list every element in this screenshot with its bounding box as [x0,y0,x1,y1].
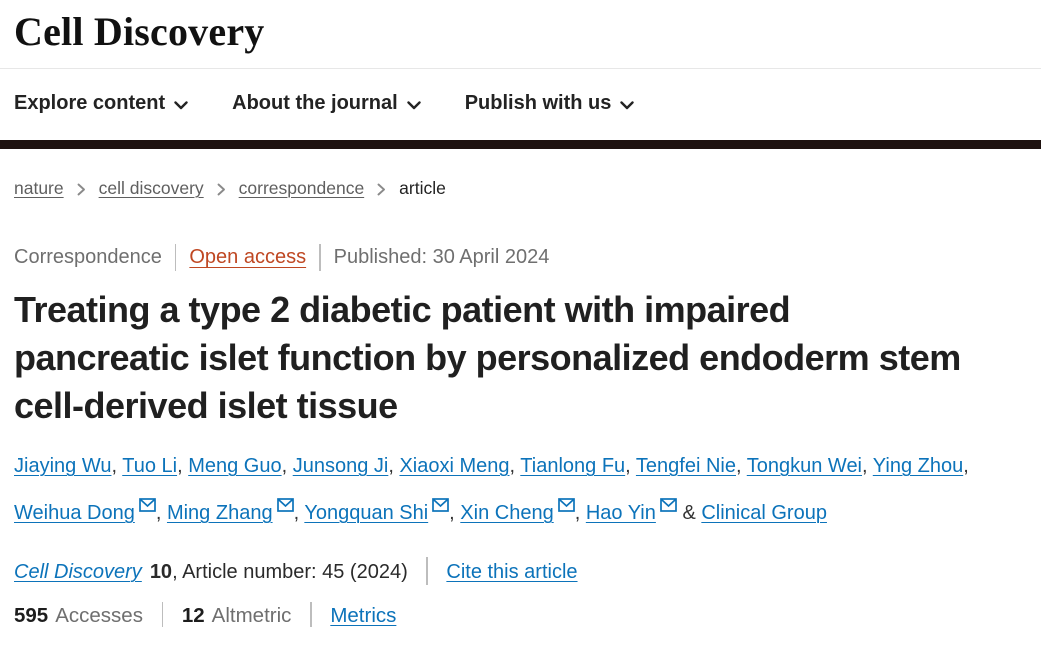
meta-divider [174,244,177,271]
author-separator: , [735,455,747,477]
author-ampersand: & [676,502,702,524]
author-link[interactable]: Xin Cheng [460,502,554,524]
nav-item-explore-content[interactable]: Explore content [14,92,188,115]
altmetric-count: 12 [181,604,205,627]
article-title: Treating a type 2 diabetic patient with … [14,289,961,426]
chevron-right-icon [377,183,386,195]
breadcrumb-current: article [399,178,446,198]
breadcrumb: nature cell discovery correspondence articl… [14,178,1027,199]
author-separator: , [963,455,969,477]
author-link[interactable]: Junsong Ji [292,455,389,477]
journal-color-bar [0,140,1041,149]
author-separator: , [111,455,123,477]
author-email-icon[interactable] [276,498,294,512]
breadcrumb-separator [377,183,386,196]
metrics-row: 595 Accesses 12 Altmetric Metrics [14,602,1027,628]
breadcrumb-separator [217,183,226,196]
author-email-icon[interactable] [660,498,677,512]
altmetric-label: Altmetric [211,604,292,627]
chevron-down-icon [620,100,635,109]
author-link[interactable]: Tengfei Nie [635,455,736,477]
author-separator: , [625,455,636,477]
author-separator: , [574,502,586,524]
envelope-icon [660,498,677,512]
metrics-divider [310,602,312,627]
author-separator: , [177,455,189,477]
journal-logo[interactable]: Cell Discovery [14,9,265,54]
nav-item-label: About the journal [232,92,398,114]
author-separator: , [449,502,461,524]
author-link[interactable]: Clinical Group [701,502,827,524]
open-access-link[interactable]: Open access [189,246,307,268]
author-link[interactable]: Xiaoxi Meng [399,455,510,477]
cite-this-article-link[interactable]: Cite this article [446,561,578,583]
meta-divider [319,244,321,271]
envelope-icon [557,498,575,512]
chevron-right-icon [217,183,225,195]
author-separator: , [388,455,400,477]
envelope-icon [138,498,156,512]
nav-item-publish-with-us[interactable]: Publish with us [465,92,635,115]
authors-list: Jiaying Wu, Tuo Li, Meng Guo, Junsong Ji… [14,443,1027,537]
chevron-down-icon [174,100,188,109]
article-meta-row: Correspondence Open access Published: 30… [14,244,1027,271]
accesses-count: 595 [14,604,49,627]
accesses-label: Accesses [55,604,143,627]
breadcrumb-separator [77,183,86,196]
author-link[interactable]: Tongkun Wei [746,455,863,477]
volume-number: 10 [149,561,173,583]
author-link[interactable]: Ming Zhang [166,502,273,524]
envelope-icon [432,498,450,512]
author-email-icon[interactable] [432,498,450,512]
nav-item-label: Publish with us [464,92,612,114]
author-link[interactable]: Ying Zhou [872,455,964,477]
author-separator: , [281,455,293,477]
chevron-right-icon [77,183,85,195]
journal-link[interactable]: Cell Discovery [14,561,142,583]
author-email-icon[interactable] [138,498,156,512]
breadcrumb-link-cell-discovery[interactable]: cell discovery [98,178,204,198]
author-link[interactable]: Yongquan Shi [304,502,429,524]
citation-row: Cell Discovery 10, Article number: 45 (20… [14,557,1027,585]
citation-divider [426,557,428,585]
envelope-icon [276,498,294,512]
site-header: Cell Discovery [0,0,1041,68]
author-separator: , [862,455,873,477]
metrics-divider [161,602,164,627]
main-nav: Explore content About the journal Publish … [0,69,1041,140]
author-separator: , [293,502,305,524]
breadcrumb-link-correspondence[interactable]: correspondence [238,178,365,198]
author-separator: , [155,502,167,524]
nav-item-label: Explore content [14,92,166,114]
published-date: Published: 30 April 2024 [333,246,550,268]
author-link[interactable]: Hao Yin [585,502,656,524]
author-link[interactable]: Tuo Li [122,455,178,477]
author-link[interactable]: Tianlong Fu [520,455,626,477]
author-link[interactable]: Weihua Dong [14,502,135,524]
author-link[interactable]: Meng Guo [188,455,282,477]
breadcrumb-link-nature[interactable]: nature [14,178,64,198]
author-email-icon[interactable] [557,498,575,512]
article-type-label: Correspondence [14,246,162,268]
metrics-link[interactable]: Metrics [330,604,397,627]
author-link[interactable]: Jiaying Wu [14,455,112,477]
chevron-down-icon [406,100,421,109]
author-separator: , [509,455,521,477]
article-header: Correspondence Open access Published: 30… [0,244,1041,628]
article-number: , Article number: 45 (2024) [172,561,408,583]
nav-item-about-the-journal[interactable]: About the journal [232,92,421,115]
header-divider [0,68,1041,69]
